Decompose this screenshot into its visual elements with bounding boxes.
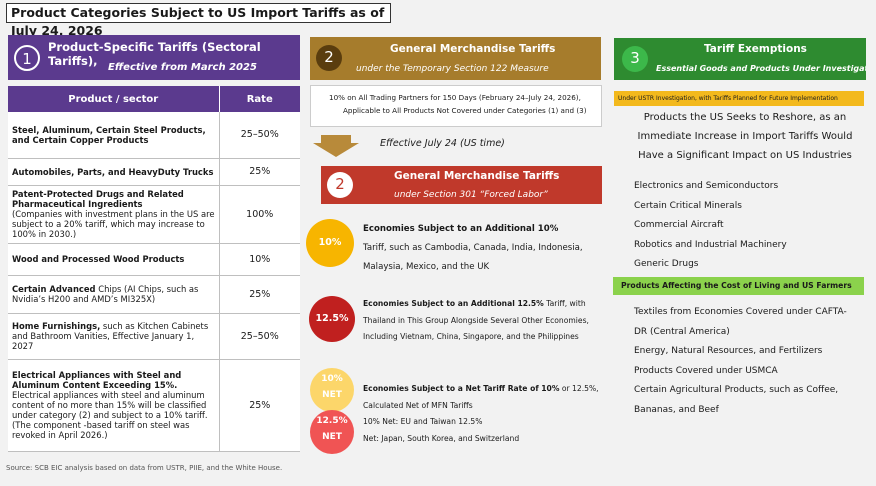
product-detail: Electrical appliances with steel and alu… [12, 390, 208, 440]
rate-cell: 25–50% [218, 112, 300, 159]
tier-12-5-badge: 12.5% [309, 296, 355, 342]
section301-header: 2 General Merchandise Tariffs under Sect… [321, 166, 602, 204]
list-item: DR (Central America) [634, 326, 730, 337]
list-item: Generic Drugs [634, 259, 699, 269]
table-row: Certain Advanced Chips (AI Chips, such a… [8, 275, 300, 314]
reshore-line: Products the US Seeks to Reshore, as an [643, 112, 847, 123]
section3-header: 3 Tariff Exemptions Essential Goods and … [614, 38, 866, 80]
product-detail: Chips (AI Chips, such as Nvidia’s H200 a… [12, 284, 199, 304]
product-name: Steel, Aluminum, Certain Steel Products,… [12, 124, 206, 145]
rate-cell: 100% [218, 185, 300, 244]
product-detail: (Companies with investment plans in the … [12, 209, 215, 239]
list-item: Commercial Aircraft [634, 220, 724, 230]
section122-line2: Applicable to All Products Not Covered u… [343, 106, 587, 115]
reshore-heading: Products the US Seeks to Reshore, as an … [614, 108, 876, 165]
section301-title: General Merchandise Tariffs [394, 170, 560, 182]
table-row: Steel, Aluminum, Certain Steel Products,… [8, 112, 300, 159]
cost-of-living-band: Products Affecting the Cost of Living an… [613, 277, 864, 295]
list-item: Textiles from Economies Covered under CA… [634, 307, 847, 317]
table-row: Automobiles, Parts, and HeavyDuty Trucks… [8, 158, 300, 186]
rate-cell: 25% [218, 158, 300, 186]
product-name: Home Furnishings, [12, 321, 101, 331]
down-arrow-icon [313, 135, 359, 157]
section1-title: Product-Specific Tariffs (Sectoral Tarif… [48, 40, 261, 68]
rate-cell: 25–50% [218, 313, 300, 360]
reshore-line: Immediate Increase in Import Tariffs Wou… [637, 131, 853, 142]
tier-net-10-rate: 10% [321, 374, 343, 384]
list-item: Certain Agricultural Products, such as C… [634, 385, 839, 395]
list-item: Products Covered under USMCA [634, 365, 778, 376]
list-item: Electronics and Semiconductors [634, 181, 779, 191]
tier-net-heading-tail: or 12.5%, Calculated Net of MFN Tariffs [363, 384, 599, 410]
tier-net-12-5-badge: 12.5% NET [310, 410, 354, 454]
tier-net-heading: Economies Subject to a Net Tariff Rate o… [363, 384, 560, 393]
section3-subtitle: Essential Goods and Products Under Inves… [656, 64, 866, 73]
list-item: Robotics and Industrial Machinery [634, 239, 787, 250]
section2-header: 2 General Merchandise Tariffs under the … [310, 37, 601, 80]
table-row: Wood and Processed Wood Products 10% [8, 243, 300, 276]
product-name: Electrical Appliances with Steel and Alu… [12, 370, 182, 390]
tier-12-5-heading: Economies Subject to an Additional 12.5% [363, 299, 544, 308]
tier-net-10-badge: 10% NET [310, 368, 354, 412]
section1-subtitle: Effective from March 2025 [108, 62, 257, 73]
tier-12-5-description: Economies Subject to an Additional 12.5%… [363, 296, 599, 346]
product-name: Patent-Protected Drugs and Related Pharm… [12, 189, 184, 209]
reshore-line: Have a Significant Impact on US Industri… [638, 150, 852, 161]
table-row: Patent-Protected Drugs and Related Pharm… [8, 185, 300, 244]
tier-net-description: Economies Subject to a Net Tariff Rate o… [363, 381, 599, 447]
ustr-investigation-band: Under USTR Investigation, with Tariffs P… [614, 91, 864, 106]
cost-of-living-list: Textiles from Economies Covered under CA… [634, 303, 847, 420]
table-header-row: Product / sector Rate [8, 86, 300, 112]
reshore-list: Electronics and Semiconductors Certain C… [634, 177, 787, 275]
section2-title: General Merchandise Tariffs [390, 43, 556, 55]
tier-10-badge: 10% [306, 219, 354, 267]
list-item: Certain Critical Minerals [634, 200, 742, 211]
section301-number: 2 [327, 172, 353, 198]
rate-cell: 10% [218, 243, 300, 276]
section122-line1: 10% on All Trading Partners for 150 Days… [329, 93, 581, 102]
section1-number: 1 [14, 45, 40, 71]
section2-number: 2 [316, 45, 342, 71]
tier-net-12-5-label: NET [322, 432, 342, 442]
rate-cell: 25% [218, 359, 300, 452]
product-name: Wood and Processed Wood Products [12, 254, 185, 264]
tier-net-eu-taiwan: 10% Net: EU and Taiwan 12.5% [363, 417, 483, 426]
list-item: Energy, Natural Resources, and Fertilize… [634, 346, 823, 356]
sectoral-tariff-table: Product / sector Rate Steel, Aluminum, C… [8, 86, 300, 452]
tier-net-10-label: NET [322, 390, 342, 400]
tier-10-description: Economies Subject to an Additional 10% T… [363, 220, 599, 277]
section3-title: Tariff Exemptions [704, 43, 807, 55]
tier-12-5-body: Tariff, with Thailand in This Group Alon… [363, 299, 589, 341]
section122-description: 10% on All Trading Partners for 150 Days… [310, 85, 602, 127]
column-header-product: Product / sector [8, 86, 219, 112]
tier-10-body: Tariff, such as Cambodia, Canada, India,… [363, 243, 583, 272]
page-title: Product Categories Subject to US Import … [6, 3, 391, 38]
source-note: Source: SCB EIC analysis based on data f… [6, 464, 283, 472]
rate-cell: 25% [218, 275, 300, 314]
tier-net-12-5-rate: 12.5% [316, 416, 348, 426]
tier-net-japan-korea: Net: Japan, South Korea, and Switzerland [363, 433, 520, 443]
table-row: Home Furnishings, such as Kitchen Cabine… [8, 313, 300, 360]
section3-number: 3 [622, 46, 648, 72]
effective-date: Effective July 24 (US time) [380, 138, 505, 149]
list-item: Bananas, and Beef [634, 404, 719, 415]
section301-subtitle: under Section 301 “Forced Labor” [394, 190, 548, 200]
table-row: Electrical Appliances with Steel and Alu… [8, 359, 300, 452]
column-header-rate: Rate [218, 86, 300, 112]
section2-subtitle: under the Temporary Section 122 Measure [356, 64, 549, 74]
tier-10-heading: Economies Subject to an Additional 10% [363, 224, 559, 234]
product-name: Automobiles, Parts, and HeavyDuty Trucks [12, 166, 214, 177]
product-name: Certain Advanced [12, 284, 96, 294]
product-detail: such as Kitchen Cabinets and Bathroom Va… [12, 321, 209, 351]
section1-header: 1 Product-Specific Tariffs (Sectoral Tar… [8, 35, 300, 80]
